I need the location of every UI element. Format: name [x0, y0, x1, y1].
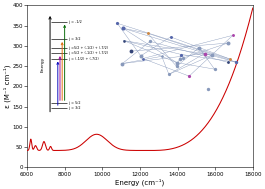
X-axis label: Energy (cm⁻¹): Energy (cm⁻¹)	[115, 178, 165, 186]
Y-axis label: ε (M⁻¹ cm⁻¹): ε (M⁻¹ cm⁻¹)	[3, 65, 11, 108]
